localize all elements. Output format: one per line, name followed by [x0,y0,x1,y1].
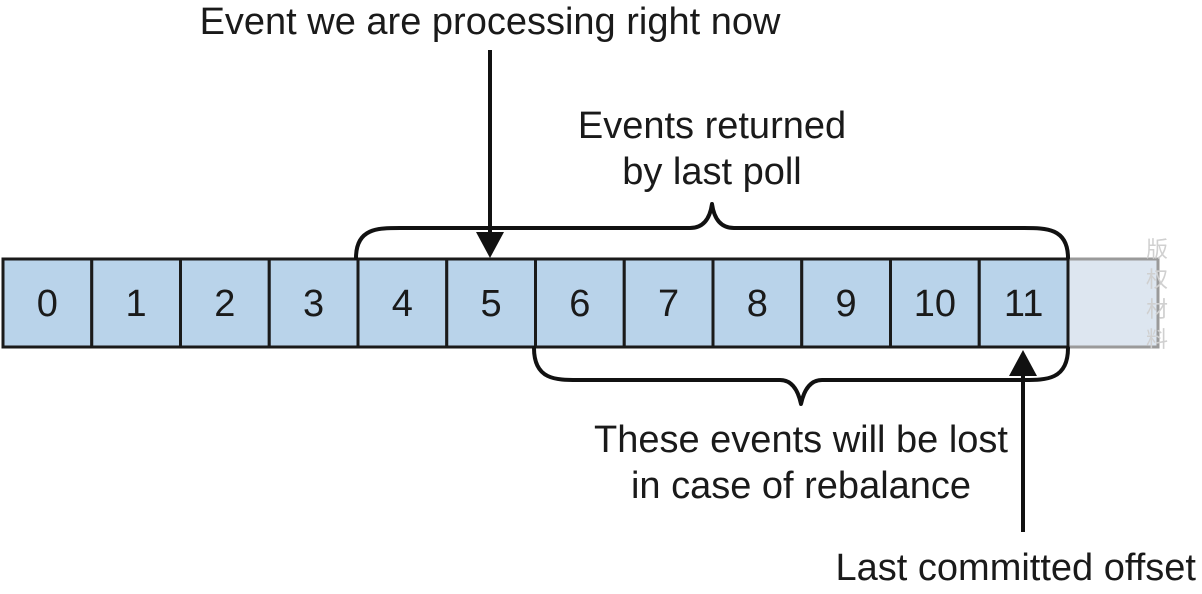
partition-cells: 0 1 2 3 4 5 6 7 8 9 10 11 [1,257,1070,349]
committed-arrowhead-icon [1009,350,1037,376]
watermark-char: 版 [1146,238,1168,263]
offset-cell [800,257,892,349]
returned-label-line2: by last poll [622,151,802,193]
lost-label-line1: These events will be lost [594,419,1008,461]
offset-cell [622,257,715,349]
offset-cell [1,257,94,349]
offset-label: 8 [747,283,768,325]
watermark-char: 权 [1146,268,1168,293]
offset-cell [711,257,804,349]
offset-label: 5 [481,283,502,325]
offset-label: 7 [658,283,679,325]
watermark-char: 料 [1146,328,1168,353]
offset-cell [977,257,1070,349]
offset-label: 2 [214,283,235,325]
processing-label: Event we are processing right now [200,1,781,43]
offset-label: 9 [836,283,857,325]
offset-cell [534,257,626,349]
offset-cell [445,257,537,349]
returned-events-brace [354,202,1070,260]
lost-events-brace [532,346,1070,406]
offset-label: 4 [392,283,413,325]
returned-label-line1: Events returned [578,105,846,147]
ghost-cell [1066,257,1160,349]
processing-arrowhead-icon [476,232,504,258]
offset-cell [356,257,449,349]
offset-label: 3 [303,283,324,325]
offset-cell [179,257,271,349]
offset-label: 10 [914,283,956,325]
offset-label: 0 [37,283,58,325]
watermark: 版 权 材 料 [1146,238,1168,353]
committed-label: Last committed offset [836,547,1197,589]
offset-label: 1 [126,283,147,325]
offset-label: 6 [569,283,590,325]
lost-label-line2: in case of rebalance [631,465,971,507]
offset-cell [90,257,182,349]
watermark-char: 材 [1146,298,1168,323]
offset-label: 11 [1004,283,1043,325]
